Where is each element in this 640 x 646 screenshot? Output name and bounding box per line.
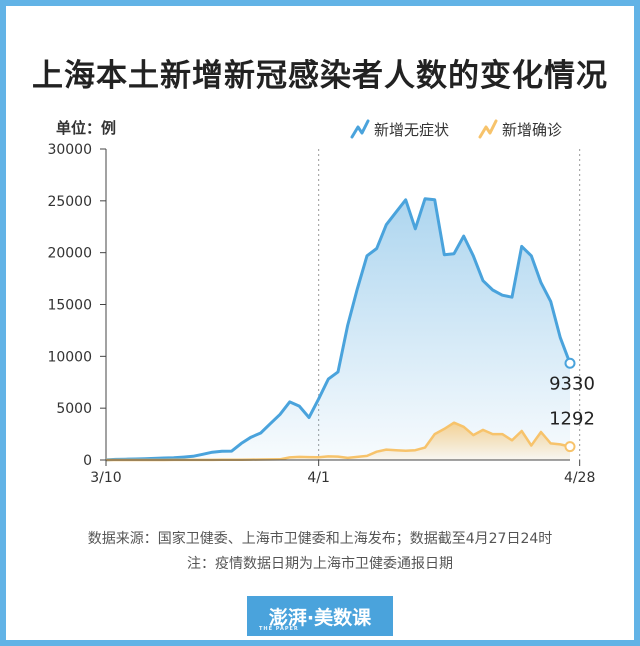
legend-line-icon (478, 119, 498, 139)
series-area (106, 198, 570, 461)
y-tick-label: 0 (83, 453, 92, 469)
legend-label: 新增确诊 (502, 121, 562, 139)
y-tick-label: 30000 (47, 142, 92, 158)
y-tick-label: 20000 (47, 246, 92, 262)
series-end-label: 1292 (549, 409, 595, 430)
x-tick-label: 4/1 (307, 470, 330, 486)
logo-subtext: THE PAPER (259, 626, 299, 632)
y-tick-label: 5000 (56, 401, 92, 417)
legend-item: 新增无症状 (350, 119, 449, 139)
source-note: 数据来源：国家卫健委、上海市卫健委和上海发布；数据截至4月27日24时 (87, 531, 553, 547)
x-tick-label: 3/10 (90, 470, 121, 486)
series-end-label: 9330 (549, 373, 595, 394)
series-area (106, 422, 570, 460)
y-unit-label: 单位：例 (56, 119, 116, 137)
footnote: 注：疫情数据日期为上海市卫健委通报日期 (187, 556, 453, 572)
legend-item: 新增确诊 (478, 119, 562, 139)
series-line (105, 197, 572, 462)
legend-label: 新增无症状 (374, 121, 449, 139)
x-tick-label: 4/28 (564, 470, 595, 486)
y-tick-label: 10000 (47, 349, 92, 365)
y-tick-label: 15000 (47, 298, 92, 314)
page-title: 上海本土新增新冠感染者人数的变化情况 (32, 58, 608, 94)
brand-logo: 澎湃·美数课 THE PAPER (247, 596, 393, 636)
legend-line-icon (350, 119, 370, 139)
logo-text: 澎湃·美数课 (268, 606, 372, 629)
y-tick-label: 25000 (47, 194, 92, 210)
series-end-marker (564, 357, 576, 369)
series-end-marker (564, 441, 576, 453)
